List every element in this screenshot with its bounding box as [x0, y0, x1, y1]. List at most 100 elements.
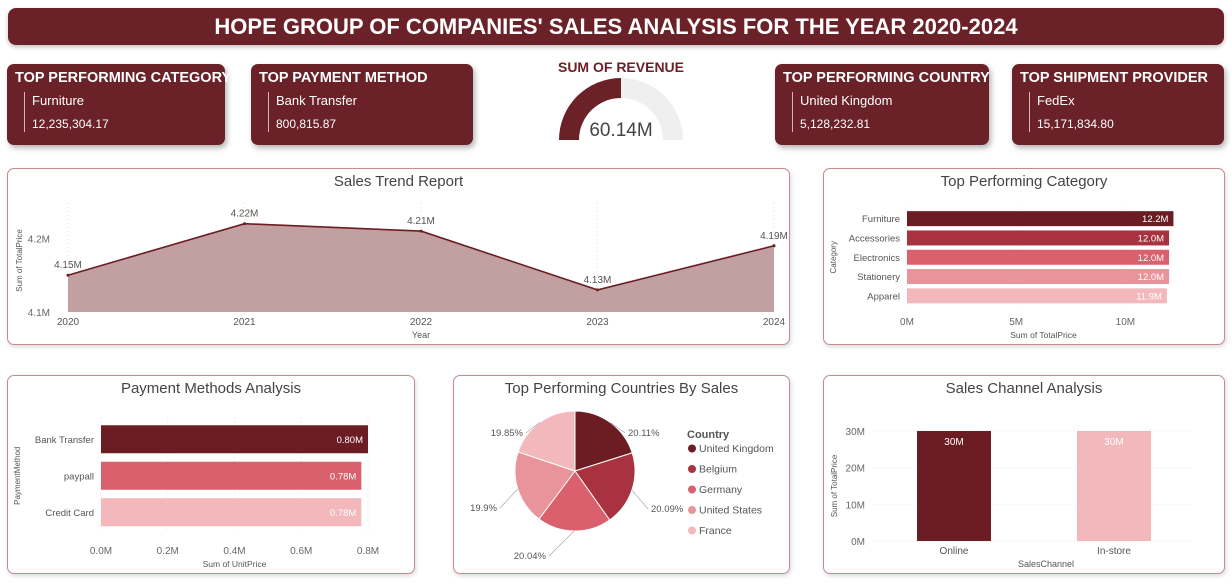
panel-title: Top Performing Category — [940, 173, 1108, 190]
x-tick-label: 0M — [900, 317, 914, 328]
bar — [101, 461, 362, 490]
data-label: 12.0M — [1138, 253, 1164, 264]
panel-title: Sales Channel Analysis — [945, 380, 1103, 397]
bar — [101, 498, 362, 527]
y-tick-label: 4.2M — [28, 234, 50, 245]
kpi-name: Bank Transfer — [276, 93, 357, 108]
legend-swatch — [688, 506, 696, 514]
countries-panel[interactable]: Top Performing Countries By Sales 20.11%… — [453, 375, 790, 574]
x-tick-label: 2024 — [763, 317, 786, 328]
data-label: 11.9M — [1136, 291, 1162, 302]
data-point — [772, 244, 776, 248]
leader-line — [631, 489, 649, 510]
data-label: 19.85% — [491, 428, 524, 439]
revenue-gauge[interactable]: 60.14M — [540, 76, 702, 144]
data-label: 0.80M — [337, 435, 363, 446]
kpi-name: United Kingdom — [800, 93, 893, 108]
category-label: Bank Transfer — [35, 435, 94, 446]
data-label: 0.78M — [330, 471, 356, 482]
y-axis-title: PaymentMethod — [13, 447, 22, 505]
x-tick-label: 0.8M — [357, 546, 379, 557]
kpi-card-top-category[interactable]: TOP PERFORMING CATEGORY Furniture 12,235… — [7, 64, 232, 145]
category-label: Stationery — [857, 272, 900, 283]
x-axis-title: Year — [412, 330, 430, 340]
y-axis-title: Sum of TotalPrice — [830, 454, 839, 517]
kpi-card-top-country[interactable]: TOP PERFORMING COUNTRY United Kingdom 5,… — [775, 64, 990, 145]
data-label: 12.0M — [1138, 272, 1164, 283]
kpi-value: 15,171,834.80 — [1037, 117, 1114, 131]
x-axis-title: SalesChannel — [1018, 559, 1074, 569]
kpi-title: TOP SHIPMENT PROVIDER — [1020, 70, 1208, 86]
bar — [917, 431, 991, 541]
leader-line — [548, 530, 575, 557]
bar — [101, 425, 368, 454]
countries-pie-chart[interactable]: 20.11% 20.09% 20.04% 19.9% 19.85% Country Unit… — [454, 376, 789, 573]
bar — [907, 269, 1170, 285]
x-axis-title: Sum of TotalPrice — [1010, 330, 1077, 340]
area-fill — [68, 223, 774, 312]
data-label: 12.0M — [1138, 233, 1164, 244]
leader-line — [525, 422, 541, 434]
pie-slice — [514, 451, 576, 520]
panel-title: Top Performing Countries By Sales — [504, 380, 739, 397]
kpi-title: TOP PERFORMING CATEGORY — [15, 70, 232, 86]
kpi-card-top-shipment[interactable]: TOP SHIPMENT PROVIDER FedEx 15,171,834.8… — [1012, 64, 1224, 145]
sales-trend-panel[interactable]: Sales Trend Report 4.1M 4.2M 4.15M 2020 4.22… — [7, 168, 790, 345]
legend-swatch — [688, 526, 696, 535]
legend-label: Germany — [699, 484, 743, 496]
kpi-card-top-payment[interactable]: TOP PAYMENT METHOD Bank Transfer 800,815… — [251, 64, 473, 145]
category-chart[interactable]: 0M 5M 10M Furniture 12.2M Accessories 12.0M Ele… — [824, 169, 1224, 344]
x-tick-label: 2023 — [586, 317, 609, 328]
bar — [907, 249, 1170, 265]
legend-label: United States — [699, 505, 762, 517]
x-tick-label: 0.4M — [223, 546, 245, 557]
bar — [907, 230, 1170, 246]
channel-chart[interactable]: 0M 10M 20M 30M 30M Online 30M In-store SalesChan… — [824, 376, 1224, 573]
kpi-name: FedEx — [1037, 93, 1075, 108]
category-panel[interactable]: Top Performing Category 0M 5M 10M Furniture… — [823, 168, 1225, 345]
category-label: Accessories — [849, 233, 900, 244]
pie-slice — [517, 410, 576, 472]
legend-swatch — [688, 485, 696, 494]
x-tick-label: 2020 — [57, 317, 80, 328]
category-label: Electronics — [854, 253, 901, 264]
data-label: 20.11% — [628, 428, 660, 439]
y-axis-title: Sum of TotalPrice — [15, 229, 24, 292]
data-label: 4.15M — [54, 260, 82, 271]
y-tick-label: 30M — [846, 427, 865, 438]
revenue-title: SUM OF REVENUE — [557, 59, 684, 75]
legend-swatch — [688, 444, 696, 453]
data-point — [243, 222, 246, 226]
panel-title: Sales Trend Report — [333, 173, 464, 190]
pie-slice — [574, 452, 636, 521]
dashboard-title: HOPE GROUP OF COMPANIES' SALES ANALYSIS … — [8, 8, 1224, 45]
category-label: Apparel — [867, 291, 900, 302]
legend-title: Country — [687, 429, 730, 441]
x-tick-label: 0.0M — [90, 546, 112, 557]
data-point — [419, 229, 423, 233]
channel-panel[interactable]: Sales Channel Analysis 0M 10M 20M 30M 30M Onl… — [823, 375, 1225, 574]
data-label: 20.09% — [651, 504, 684, 515]
category-label: Furniture — [862, 214, 900, 225]
data-label: 4.19M — [760, 231, 788, 242]
x-tick-label: 5M — [1009, 317, 1023, 328]
gauge-fill — [559, 78, 621, 140]
y-tick-label: 4.1M — [28, 308, 50, 319]
data-point — [596, 288, 599, 292]
kpi-title: TOP PERFORMING COUNTRY — [783, 70, 990, 86]
x-axis-title: Sum of UnitPrice — [203, 559, 267, 569]
bar — [907, 288, 1167, 304]
kpi-name: Furniture — [32, 93, 85, 108]
bar — [1077, 431, 1151, 541]
sales-trend-chart[interactable]: 4.1M 4.2M 4.15M 2020 4.22M 2021 4.21M 2022 4.13M… — [8, 169, 789, 344]
payment-panel[interactable]: Payment Methods Analysis 0.0M 0.2M 0.4M 0.6… — [7, 375, 415, 574]
pie-slice — [538, 470, 611, 532]
payment-chart[interactable]: 0.0M 0.2M 0.4M 0.6M 0.8M Bank Transfer 0.80M pa… — [8, 376, 414, 573]
y-tick-label: 20M — [846, 464, 865, 475]
leader-line — [499, 488, 518, 509]
x-tick-label: 2021 — [233, 317, 256, 328]
kpi-value: 800,815.87 — [276, 117, 337, 131]
data-label: 30M — [944, 437, 963, 448]
data-point — [66, 273, 70, 277]
data-label: 4.13M — [584, 275, 612, 286]
